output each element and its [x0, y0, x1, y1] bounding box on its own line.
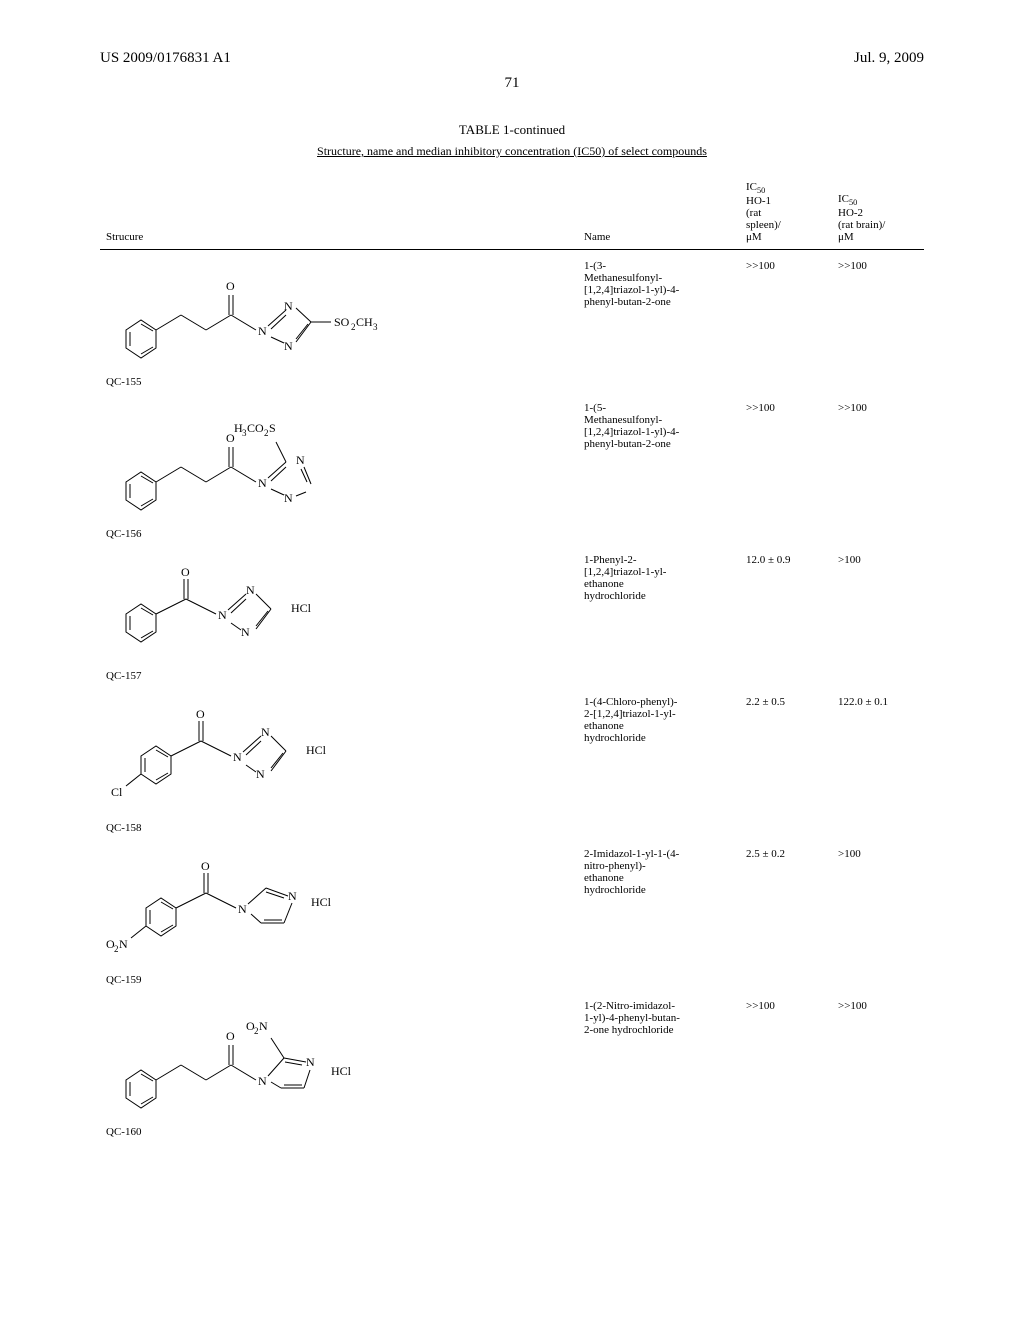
svg-text:2: 2: [264, 428, 269, 438]
svg-text:N: N: [238, 902, 247, 916]
svg-text:N: N: [288, 889, 297, 903]
svg-text:2: 2: [114, 944, 119, 954]
col-ic50-ho1: IC50 HO-1 (rat spleen)/ μM: [740, 177, 832, 250]
structure-qc-155: O N N N: [106, 260, 416, 370]
svg-text:O: O: [196, 707, 205, 721]
ic50-ho2-cell: >>100: [832, 990, 924, 1142]
table-row: O N H 3 CO 2 S: [100, 392, 924, 544]
ic50-ho2-cell: >100: [832, 838, 924, 990]
svg-text:3: 3: [373, 322, 378, 332]
svg-text:N: N: [119, 937, 128, 951]
table-row: O N N N HCl: [100, 544, 924, 686]
table-subtitle: Structure, name and median inhibitory co…: [100, 144, 924, 159]
svg-text:N: N: [284, 339, 293, 353]
structure-cell: O N O 2 N N: [100, 990, 578, 1142]
structure-qc-158: Cl O N N: [106, 696, 416, 816]
svg-text:2: 2: [351, 322, 356, 332]
table-row: Cl O N N: [100, 686, 924, 838]
svg-text:HCl: HCl: [291, 601, 312, 615]
publication-number: US 2009/0176831 A1: [100, 50, 231, 67]
page-header: US 2009/0176831 A1 Jul. 9, 2009: [100, 50, 924, 67]
name-cell: 2-Imidazol-1-yl-1-(4- nitro-phenyl)- eth…: [578, 838, 740, 990]
ic50-ho1-cell: 2.2 ± 0.5: [740, 686, 832, 838]
name-cell: 1-(2-Nitro-imidazol- 1-yl)-4-phenyl-buta…: [578, 990, 740, 1142]
table-row: O N N N: [100, 250, 924, 393]
svg-text:N: N: [258, 324, 267, 338]
ic50-ho2-cell: >>100: [832, 392, 924, 544]
svg-text:N: N: [261, 725, 270, 739]
svg-text:S: S: [269, 421, 276, 435]
svg-text:O: O: [201, 859, 210, 873]
svg-text:CH: CH: [356, 315, 373, 329]
svg-text:CO: CO: [247, 421, 264, 435]
svg-text:N: N: [306, 1055, 315, 1069]
ic50-ho1-cell: 12.0 ± 0.9: [740, 544, 832, 686]
table-title: TABLE 1-continued: [100, 122, 924, 138]
page-number: 71: [100, 75, 924, 92]
svg-text:HCl: HCl: [311, 895, 332, 909]
svg-text:N: N: [259, 1019, 268, 1033]
svg-text:N: N: [296, 453, 305, 467]
svg-text:SO: SO: [334, 315, 350, 329]
publication-date: Jul. 9, 2009: [854, 50, 924, 67]
compound-id: QC-158: [106, 822, 572, 834]
svg-text:N: N: [284, 299, 293, 313]
structure-cell: O N N N HCl: [100, 544, 578, 686]
structure-cell: O 2 N O N: [100, 838, 578, 990]
svg-text:O: O: [226, 279, 235, 293]
structure-qc-156: O N H 3 CO 2 S: [106, 402, 416, 522]
structure-cell: O N H 3 CO 2 S: [100, 392, 578, 544]
structure-qc-157: O N N N HCl: [106, 554, 416, 664]
name-cell: 1-Phenyl-2- [1,2,4]triazol-1-yl- ethanon…: [578, 544, 740, 686]
table-row: O 2 N O N: [100, 838, 924, 990]
svg-text:N: N: [246, 583, 255, 597]
col-structure: Strucure: [100, 177, 578, 250]
structure-cell: O N N N: [100, 250, 578, 393]
name-cell: 1-(3- Methanesulfonyl- [1,2,4]triazol-1-…: [578, 250, 740, 393]
ic50-ho2-cell: 122.0 ± 0.1: [832, 686, 924, 838]
name-cell: 1-(4-Chloro-phenyl)- 2-[1,2,4]triazol-1-…: [578, 686, 740, 838]
svg-text:HCl: HCl: [306, 743, 327, 757]
ic50-ho2-cell: >>100: [832, 250, 924, 393]
compound-id: QC-159: [106, 974, 572, 986]
col-name: Name: [578, 177, 740, 250]
compound-id: QC-160: [106, 1126, 572, 1138]
svg-text:N: N: [256, 767, 265, 781]
ic50-ho1-cell: >>100: [740, 990, 832, 1142]
ic50-ho2-cell: >100: [832, 544, 924, 686]
svg-text:N: N: [284, 491, 293, 505]
compounds-table: Strucure Name IC50 HO-1 (rat spleen)/ μM…: [100, 177, 924, 1142]
structure-qc-160: O N O 2 N N: [106, 1000, 416, 1120]
ic50-ho1-cell: 2.5 ± 0.2: [740, 838, 832, 990]
svg-text:N: N: [241, 625, 250, 639]
ic50-ho1-cell: >>100: [740, 392, 832, 544]
col-ic50-ho2: IC50 HO-2 (rat brain)/ μM: [832, 177, 924, 250]
svg-text:N: N: [258, 1074, 267, 1088]
svg-text:O: O: [226, 1029, 235, 1043]
compound-id: QC-155: [106, 376, 572, 388]
svg-text:Cl: Cl: [111, 785, 123, 799]
compound-id: QC-157: [106, 670, 572, 682]
structure-qc-159: O 2 N O N: [106, 848, 416, 968]
structure-cell: Cl O N N: [100, 686, 578, 838]
table-row: O N O 2 N N: [100, 990, 924, 1142]
name-cell: 1-(5- Methanesulfonyl- [1,2,4]triazol-1-…: [578, 392, 740, 544]
svg-text:N: N: [233, 750, 242, 764]
svg-text:N: N: [218, 608, 227, 622]
svg-text:O: O: [181, 565, 190, 579]
compound-id: QC-156: [106, 528, 572, 540]
svg-text:N: N: [258, 476, 267, 490]
ic50-ho1-cell: >>100: [740, 250, 832, 393]
svg-text:HCl: HCl: [331, 1064, 352, 1078]
svg-text:2: 2: [254, 1026, 259, 1036]
